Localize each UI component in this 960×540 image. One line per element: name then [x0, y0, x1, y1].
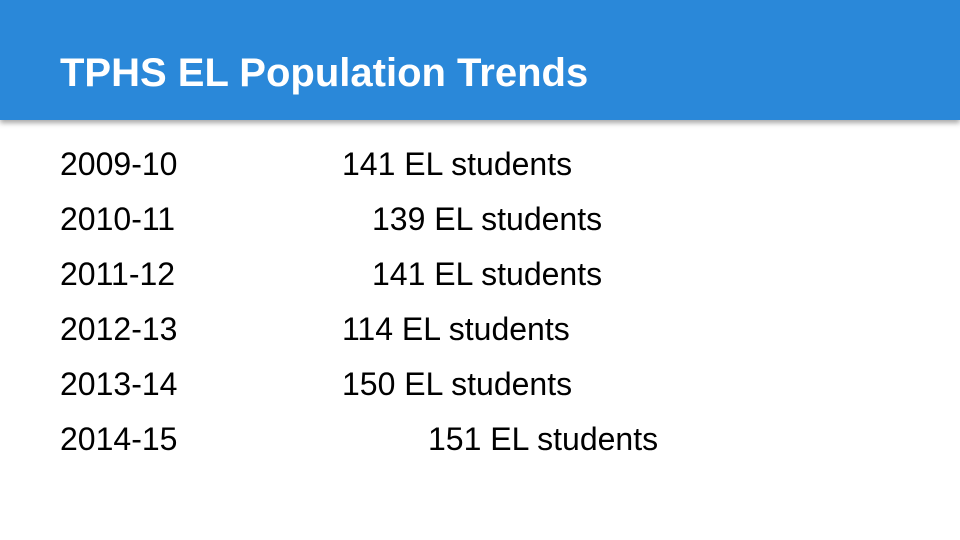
count: 141 EL students: [342, 146, 573, 182]
count: 139 EL students: [372, 201, 603, 237]
count: 114 EL students: [342, 311, 570, 347]
year: 2011-12: [60, 256, 176, 292]
count: 141 EL students: [372, 256, 603, 292]
slide-title: TPHS EL Population Trends: [60, 51, 589, 95]
header-bar: TPHS EL Population Trends: [0, 0, 960, 120]
year: 2013-14: [60, 366, 178, 402]
year: 2014-15: [60, 421, 178, 457]
year: 2009-10: [60, 146, 178, 182]
year: 2010-11: [60, 201, 176, 237]
count: 150 EL students: [342, 366, 573, 402]
year: 2012-13: [60, 311, 178, 347]
count: 151 EL students: [428, 421, 659, 457]
